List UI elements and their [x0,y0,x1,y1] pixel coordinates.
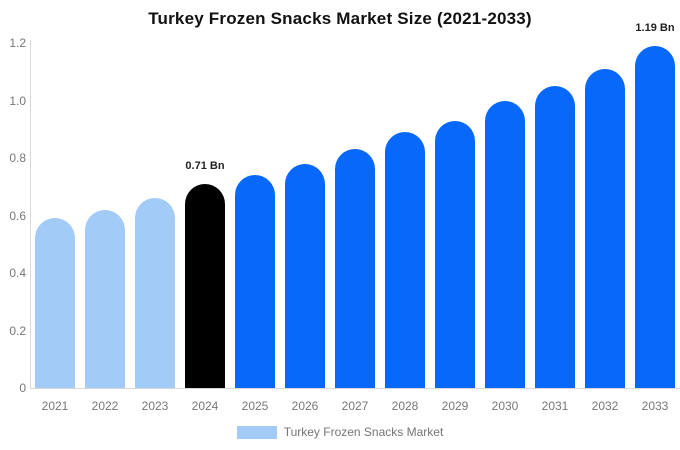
x-tick-label: 2024 [191,399,219,413]
x-tick-label: 2029 [441,399,469,413]
bar-2022 [85,209,125,388]
y-axis-line [30,40,31,388]
y-tick-label: 0 [19,381,26,395]
x-tick-label: 2023 [141,399,169,413]
legend-label: Turkey Frozen Snacks Market [283,425,444,439]
x-tick-label: 2026 [291,399,319,413]
x-tick-label: 2033 [641,399,669,413]
bar-annotation-2024: 0.71 Bn [185,159,225,172]
y-tick-label: 0.4 [9,266,26,280]
x-tick-label: 2027 [341,399,369,413]
legend[interactable]: Turkey Frozen Snacks Market [0,425,680,439]
bar-2031 [535,86,575,388]
y-tick-label: 0.8 [9,151,26,165]
bar-2033 [635,45,675,388]
y-tick-label: 0.6 [9,208,26,223]
x-tick-label: 2032 [591,399,619,413]
bar-2026 [285,163,325,388]
bar-2030 [485,100,525,388]
bar-2028 [385,132,425,388]
x-tick-label: 2031 [541,399,569,413]
y-tick-label: 1.0 [9,93,26,108]
bar-2032 [585,68,625,388]
y-tick-label: 1.2 [9,36,26,50]
x-axis-line [30,388,680,389]
bar-2023 [135,198,175,388]
chart-title: Turkey Frozen Snacks Market Size (2021-2… [148,9,532,28]
bar-2027 [335,149,375,388]
bar-2029 [435,120,475,388]
x-tick-label: 2028 [391,399,419,413]
x-tick-label: 2022 [91,399,119,413]
legend-swatch [236,425,277,439]
x-tick-label: 2021 [41,399,69,413]
bar-2025 [235,175,275,388]
y-tick-label: 0.2 [9,323,26,338]
x-tick-label: 2025 [241,399,269,413]
x-tick-label: 2030 [491,399,519,413]
bar-2024 [185,183,225,388]
bar-annotation-2033: 1.19 Bn [635,21,675,34]
bar-2021 [35,218,75,388]
